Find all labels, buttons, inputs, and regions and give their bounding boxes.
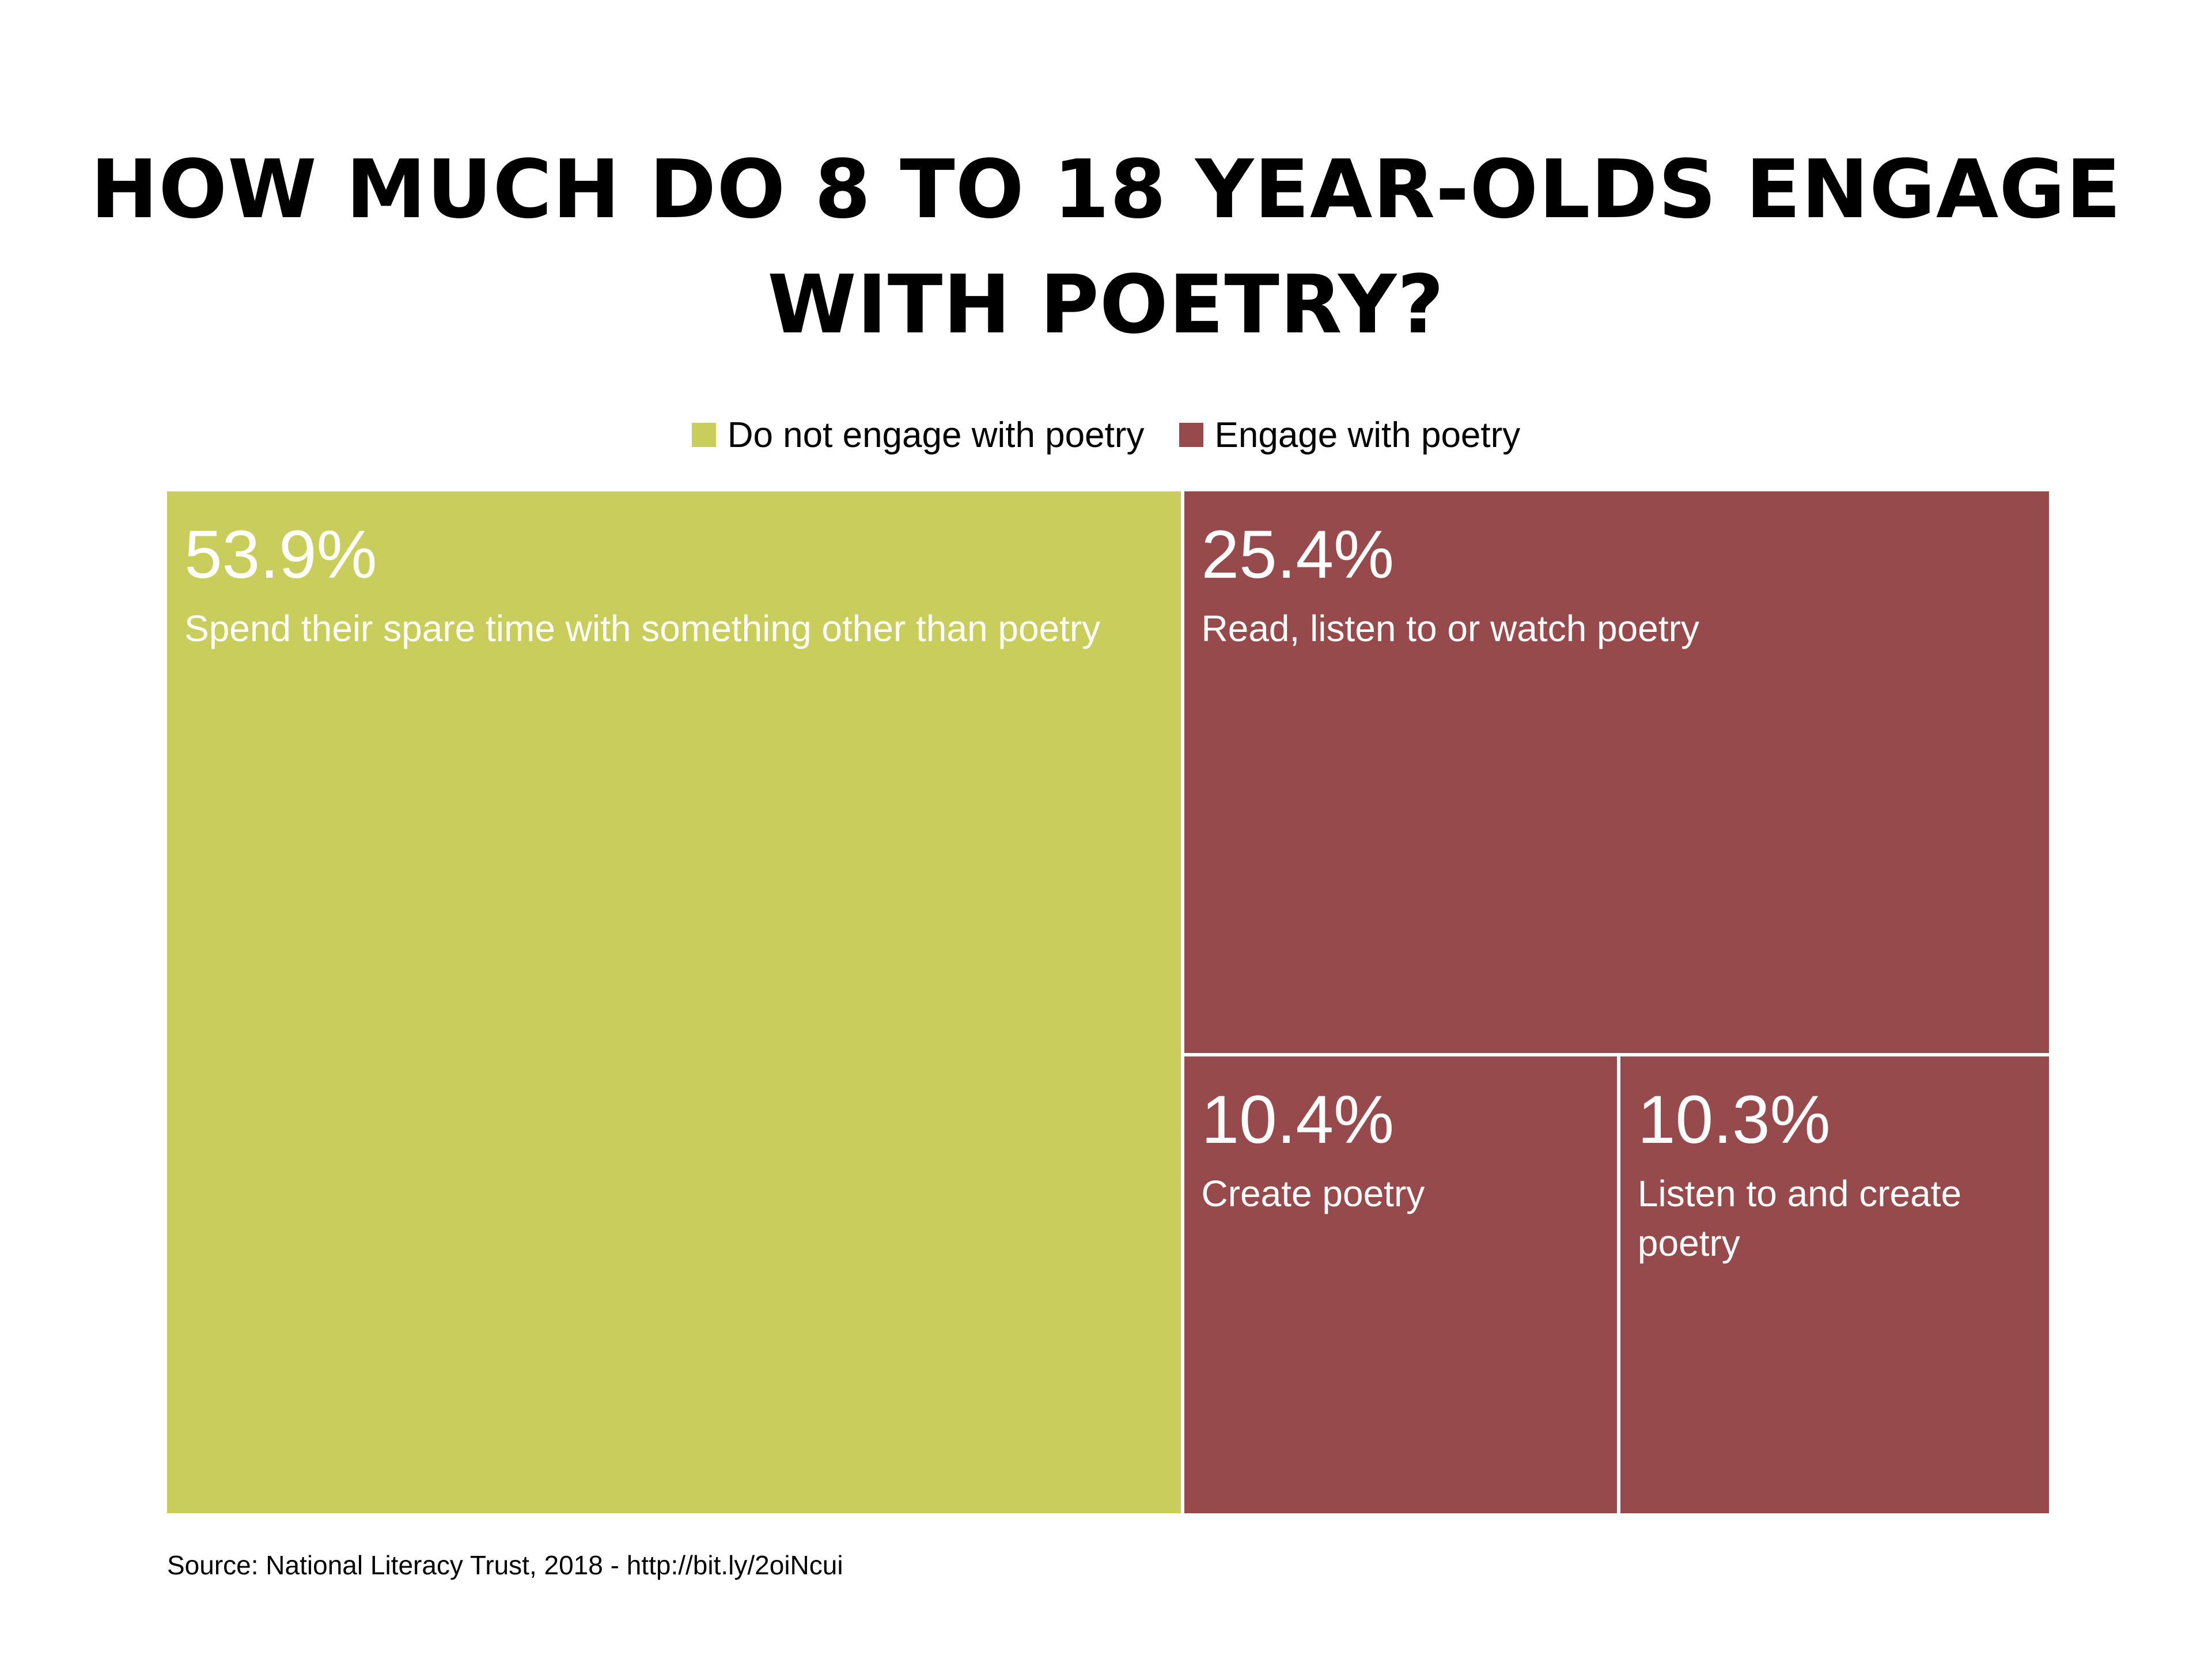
legend-item-do-not-engage: Do not engage with poetry bbox=[691, 415, 1145, 456]
tile-value: 25.4% bbox=[1201, 517, 1395, 593]
tile-read-listen-watch: 25.4% Read, listen to or watch poetry bbox=[1182, 490, 2051, 1055]
tile-value: 53.9% bbox=[184, 517, 377, 593]
legend-swatch-do-not-engage bbox=[691, 423, 716, 447]
tile-spare-time-other: 53.9% Spend their spare time with someth… bbox=[167, 490, 1183, 1515]
tile-listen-and-create: 10.3% Listen to and create poetry bbox=[1618, 1054, 2051, 1515]
tile-label: Spend their spare time with something ot… bbox=[184, 608, 1101, 649]
legend: Do not engage with poetry Engage with po… bbox=[0, 415, 2212, 455]
treemap: 53.9% Spend their spare time with someth… bbox=[167, 490, 2051, 1515]
chart-title-line-2: WITH POETRY? bbox=[767, 258, 1445, 352]
tile-label: Listen to and create poetry bbox=[1637, 1172, 1962, 1264]
chart-title-line-1: HOW MUCH DO 8 TO 18 YEAR-OLDS ENGAGE bbox=[90, 143, 2122, 237]
legend-label-do-not-engage: Do not engage with poetry bbox=[727, 415, 1145, 455]
source-note: Source: National Literacy Trust, 2018 - … bbox=[167, 1550, 843, 1580]
legend-swatch-engage bbox=[1179, 423, 1203, 447]
tile-value: 10.4% bbox=[1201, 1081, 1395, 1158]
tile-value: 10.3% bbox=[1637, 1081, 1831, 1158]
tile-label: Read, listen to or watch poetry bbox=[1201, 608, 1699, 649]
chart-title: HOW MUCH DO 8 TO 18 YEAR-OLDS ENGAGE WIT… bbox=[0, 132, 2212, 363]
tile-label: Create poetry bbox=[1201, 1172, 1425, 1214]
legend-label-engage: Engage with poetry bbox=[1214, 415, 1521, 455]
tile-create-poetry: 10.4% Create poetry bbox=[1182, 1054, 1619, 1515]
legend-item-engage: Engage with poetry bbox=[1179, 415, 1521, 456]
